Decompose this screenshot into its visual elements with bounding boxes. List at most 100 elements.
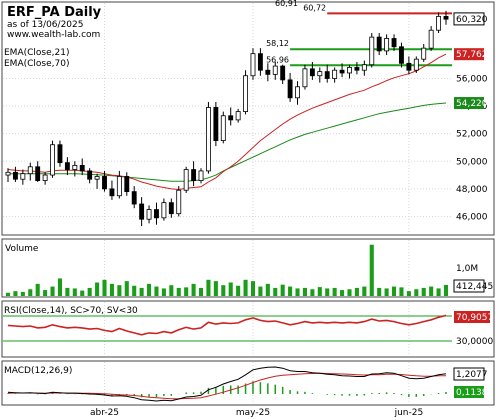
svg-text:0,1138: 0,1138 <box>456 388 488 398</box>
candle-body <box>413 58 419 71</box>
candle-body <box>406 62 412 71</box>
volume-bar <box>139 287 144 296</box>
candle-body <box>168 202 174 215</box>
volume-bar <box>295 288 300 296</box>
y-tick-label: 48,000 <box>456 185 488 195</box>
x-tick-label: jun-25 <box>394 408 424 418</box>
candle-body <box>205 107 211 172</box>
volume-bar <box>243 279 248 296</box>
volume-bar <box>35 283 40 296</box>
candle-body <box>198 170 204 181</box>
volume-bar <box>310 289 315 296</box>
x-tick-label: abr-25 <box>90 408 119 418</box>
volume-bar <box>169 285 174 296</box>
volume-bar <box>288 286 293 296</box>
candle-body <box>384 38 390 52</box>
rsi-line <box>7 314 447 336</box>
volume-y-tick: 1,0M <box>456 264 478 274</box>
date-grid <box>104 3 410 404</box>
candle-body <box>235 111 241 121</box>
rsi-y-tick: 30,0000 <box>456 337 493 347</box>
chart-subtitle: as of 13/06/2025 <box>7 20 83 30</box>
volume-bar <box>13 291 18 296</box>
candle-body <box>161 202 167 219</box>
candle-body <box>176 189 182 215</box>
candle-body <box>146 209 152 220</box>
svg-text:60,320: 60,320 <box>456 15 488 25</box>
volume-bar <box>414 289 419 296</box>
volume-bar <box>273 287 278 296</box>
candle-body <box>94 176 100 180</box>
volume-bar <box>354 287 359 296</box>
volume-bar <box>65 287 70 296</box>
candle-body <box>131 191 137 205</box>
level-text-top: 60,91 <box>275 0 298 8</box>
macd-hist-badge: 0,1138 <box>454 386 488 398</box>
y-tick-label: 46,000 <box>456 212 488 222</box>
source-label: www.wealth-lab.com <box>7 30 100 40</box>
volume-bar <box>50 286 55 296</box>
candle-body <box>354 67 360 71</box>
candle-body <box>79 165 85 172</box>
volume-bar <box>87 287 92 296</box>
volume-bar <box>117 285 122 296</box>
candle-body <box>309 68 315 77</box>
svg-text:412,445: 412,445 <box>456 282 493 292</box>
candle-body <box>302 68 308 88</box>
candle-body <box>27 166 33 175</box>
candles <box>5 10 449 227</box>
y-tick-label: 52,000 <box>456 130 488 140</box>
volume-bar <box>362 286 367 296</box>
candle-body <box>64 162 70 170</box>
ema70-legend: EMA(Close,70) <box>4 59 69 69</box>
candle-body <box>347 67 352 74</box>
volume-bar <box>429 286 434 296</box>
candle-body <box>361 64 367 71</box>
candle-body <box>399 46 404 64</box>
volume-bar <box>28 289 33 296</box>
volume-bar <box>161 288 166 296</box>
candle-body <box>243 75 249 113</box>
volume-bar <box>154 286 159 296</box>
svg-text:70,9057: 70,9057 <box>456 313 493 323</box>
candle-body <box>183 169 189 191</box>
volume-bar <box>236 285 241 296</box>
candle-body <box>191 169 197 181</box>
volume-bar <box>399 287 404 296</box>
volume-bar <box>221 285 226 296</box>
candle-body <box>139 203 145 220</box>
candle-body <box>339 69 345 74</box>
candle-body <box>443 16 449 20</box>
volume-bar <box>317 287 322 296</box>
volume-panel-frame <box>1 238 495 298</box>
volume-bar <box>340 290 345 296</box>
volume-bar <box>406 291 411 296</box>
candle-body <box>250 53 256 77</box>
volume-bar <box>265 283 270 296</box>
candle-body <box>376 36 382 52</box>
macd-line <box>7 366 447 402</box>
candle-body <box>42 174 48 181</box>
candle-body <box>20 173 26 180</box>
candle-body <box>154 209 159 219</box>
volume-title: Volume <box>5 244 39 254</box>
candle-body <box>50 144 55 176</box>
volume-bar <box>280 284 285 296</box>
volume-bar <box>147 283 152 296</box>
ema21-badge: 57,762 <box>454 48 488 61</box>
y-tick-label: 56,000 <box>456 74 488 84</box>
candle-body <box>12 171 18 180</box>
candle-body <box>116 176 122 197</box>
svg-text:1,2077: 1,2077 <box>456 370 488 380</box>
volume-bar <box>391 286 397 296</box>
volume-bars <box>5 244 449 296</box>
candle-body <box>213 107 219 141</box>
volume-bar <box>384 288 389 296</box>
candle-body <box>265 69 271 75</box>
volume-bar <box>20 291 25 296</box>
volume-bar <box>250 281 256 296</box>
level-label: 60,72 <box>303 3 326 12</box>
rsi-panel-frame <box>1 300 495 358</box>
candle-body <box>102 176 107 190</box>
volume-bar <box>377 287 382 296</box>
